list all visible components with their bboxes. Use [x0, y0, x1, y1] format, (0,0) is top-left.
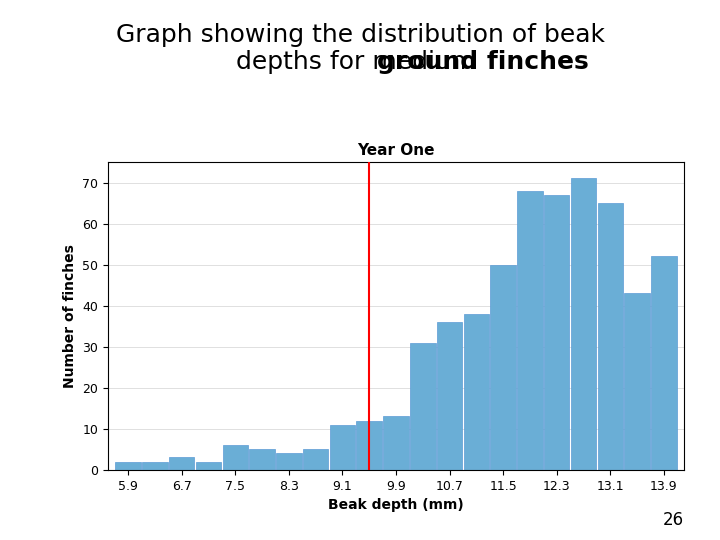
- Bar: [222, 445, 248, 470]
- Text: 26: 26: [663, 511, 684, 529]
- Bar: [356, 421, 382, 470]
- Bar: [169, 457, 194, 470]
- Bar: [490, 265, 516, 470]
- Bar: [410, 342, 436, 470]
- Bar: [544, 195, 570, 470]
- Bar: [115, 462, 141, 470]
- Bar: [383, 416, 409, 470]
- Y-axis label: Number of finches: Number of finches: [63, 244, 77, 388]
- Bar: [624, 293, 650, 470]
- Text: Graph showing the distribution of beak
depths for medium: Graph showing the distribution of beak d…: [115, 23, 605, 75]
- Bar: [196, 462, 221, 470]
- Bar: [303, 449, 328, 470]
- Bar: [651, 256, 677, 470]
- Text: ground finches: ground finches: [111, 23, 609, 75]
- Bar: [598, 203, 623, 470]
- Bar: [330, 424, 355, 470]
- Bar: [517, 191, 543, 470]
- Bar: [571, 178, 596, 470]
- Title: Year One: Year One: [357, 143, 435, 158]
- Bar: [464, 314, 489, 470]
- X-axis label: Beak depth (mm): Beak depth (mm): [328, 498, 464, 512]
- Bar: [142, 462, 168, 470]
- Bar: [437, 322, 462, 470]
- Bar: [249, 449, 275, 470]
- Bar: [276, 454, 302, 470]
